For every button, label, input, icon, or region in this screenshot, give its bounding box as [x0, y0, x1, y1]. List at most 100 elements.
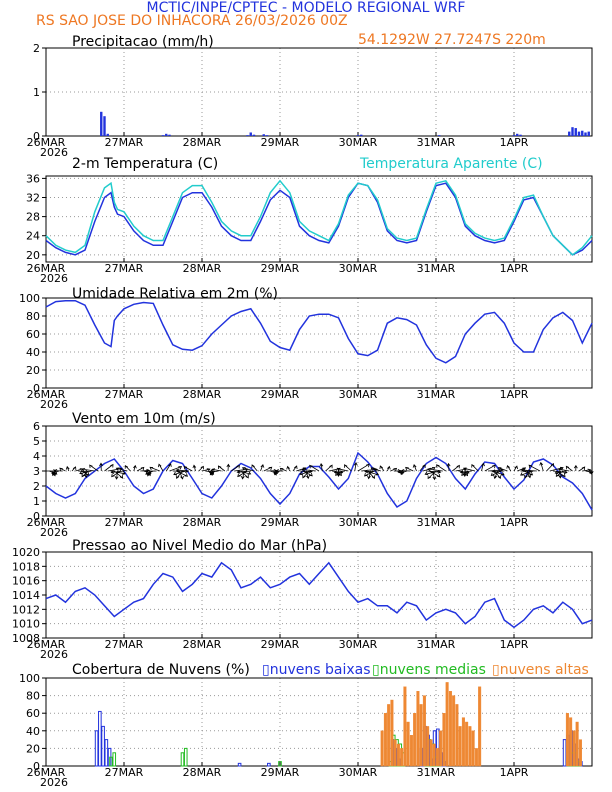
- rh-xtick-label: 26MAR: [27, 388, 66, 401]
- wind-arrow: [99, 462, 103, 472]
- wind-arrow: [424, 470, 440, 476]
- temp-xtick-label: 28MAR: [183, 262, 222, 275]
- clouds-ytick-label: 60: [26, 707, 40, 720]
- wind-xtick-label: 29MAR: [261, 516, 300, 529]
- clouds-xtick-label: 27MAR: [105, 766, 144, 779]
- wind-arrow: [192, 464, 197, 472]
- clouds-ytick-label: 100: [19, 672, 40, 685]
- precip-bar: [577, 131, 581, 136]
- cloud-bar-nuvens-altas: [575, 721, 579, 767]
- wind-arrow: [149, 466, 160, 472]
- cloud-bar-nuvens-altas: [565, 713, 569, 767]
- wind-arrow: [549, 466, 564, 472]
- temp-frame: [45, 175, 593, 263]
- temp-xtick-label: 29MAR: [261, 262, 300, 275]
- cloud-bar-nuvens-altas: [465, 721, 469, 767]
- wind-arrow: [325, 464, 333, 472]
- wind-arrow: [241, 467, 255, 472]
- mslp-xtick-label: 28MAR: [183, 638, 222, 651]
- rh-ytick-label: 40: [26, 346, 40, 359]
- cloud-bar-nuvens-altas: [393, 739, 397, 767]
- wind-arrow: [513, 465, 518, 472]
- wind-arrow: [309, 464, 320, 472]
- wind-arrow: [481, 462, 485, 472]
- precip-bar: [519, 134, 522, 136]
- rh-series-line: [45, 299, 593, 364]
- cloud-bar-nuvens-altas: [390, 699, 394, 767]
- wind-arrow: [333, 470, 346, 474]
- cloud-bar-nuvens-altas: [403, 686, 407, 767]
- clouds-title: Cobertura de Nuvens (%): [72, 662, 250, 678]
- wind-arrow: [484, 464, 496, 472]
- wind-arrow: [175, 468, 190, 473]
- wind-arrow: [471, 464, 479, 472]
- wind-arrow: [89, 464, 99, 472]
- cloud-bar-nuvens-altas: [383, 713, 387, 767]
- rh-xtick-label: 29MAR: [261, 388, 300, 401]
- wind-year-label: 2026: [40, 526, 68, 539]
- wind-arrow: [136, 466, 145, 472]
- wind-arrow: [446, 462, 451, 472]
- wind-arrow: [165, 463, 172, 472]
- temp-ytick-label: 28: [26, 211, 40, 224]
- wind-arrow: [115, 467, 128, 472]
- wind-arrow: [556, 470, 566, 478]
- clouds-year-label: 2026: [40, 776, 68, 789]
- wind-arrow: [578, 466, 586, 472]
- cloud-bar-nuvens-altas: [478, 686, 482, 767]
- wind-arrow: [201, 468, 211, 472]
- clouds-xtick-label: 28MAR: [183, 766, 222, 779]
- mslp-ytick-label: 1018: [12, 560, 40, 573]
- legend-high-clouds: ▯nuvens altas: [492, 662, 589, 678]
- cloud-bar-nuvens-altas: [572, 730, 576, 767]
- wind-arrow: [286, 465, 291, 472]
- mslp-ytick-label: 1012: [12, 603, 40, 616]
- precip-xtick-label: 30MAR: [339, 136, 378, 149]
- mslp-xtick-label: 26MAR: [27, 638, 66, 651]
- wind-arrow: [178, 470, 184, 480]
- wind-arrow: [361, 467, 378, 472]
- clouds-xtick-label: 31MAR: [417, 766, 456, 779]
- wind-arrow: [386, 465, 391, 472]
- clouds-ytick-label: 20: [26, 742, 40, 755]
- rh-ytick-label: 20: [26, 364, 40, 377]
- rh-xtick-label: 31MAR: [417, 388, 456, 401]
- wind-arrow: [124, 465, 131, 472]
- precip-bar: [265, 135, 269, 136]
- clouds-frame: [45, 677, 593, 767]
- precip-bar: [262, 134, 265, 136]
- wind-arrow: [493, 470, 499, 480]
- wind-arrow: [357, 463, 370, 472]
- wind-arrow: [412, 464, 417, 472]
- precip-xtick-label: 29MAR: [261, 136, 300, 149]
- wind-arrow: [364, 470, 375, 477]
- temp-xtick-label: 1APR: [500, 262, 529, 275]
- clouds-ytick-label: 40: [26, 725, 40, 738]
- clouds-xtick-label: 1APR: [500, 766, 529, 779]
- cloud-bar-nuvens-altas: [409, 735, 413, 767]
- header-coords: 54.1292W 27.7247S 220m: [358, 32, 546, 48]
- temp-series-line: [45, 179, 593, 256]
- mslp-title: Pressao ao Nivel Medio do Mar (hPa): [72, 538, 327, 554]
- precip-bar: [161, 135, 165, 136]
- wind-arrow: [211, 468, 222, 472]
- precip-bar: [165, 133, 168, 136]
- wind-arrow: [231, 464, 240, 472]
- cloud-bar-nuvens-medias: [183, 747, 188, 767]
- precip-bar: [587, 131, 590, 136]
- temp-xtick-label: 27MAR: [105, 262, 144, 275]
- cloud-bar-nuvens-altas: [380, 730, 384, 767]
- cloud-bar-nuvens-altas: [458, 726, 462, 767]
- mslp-frame: [45, 551, 593, 639]
- wind-arrow: [251, 464, 258, 472]
- temp-ytick-label: 24: [26, 230, 40, 243]
- wind-arrow: [367, 470, 372, 480]
- wind-ytick-label: 0: [33, 510, 40, 523]
- wind-ytick-label: 1: [33, 495, 40, 508]
- clouds-xtick-label: 30MAR: [339, 766, 378, 779]
- precip-bar: [584, 132, 587, 136]
- cloud-bar-nuvens-altas: [452, 695, 456, 767]
- wind-arrow: [157, 463, 164, 472]
- wind-arrow: [589, 470, 594, 475]
- wind-title: Vento em 10m (m/s): [72, 411, 216, 427]
